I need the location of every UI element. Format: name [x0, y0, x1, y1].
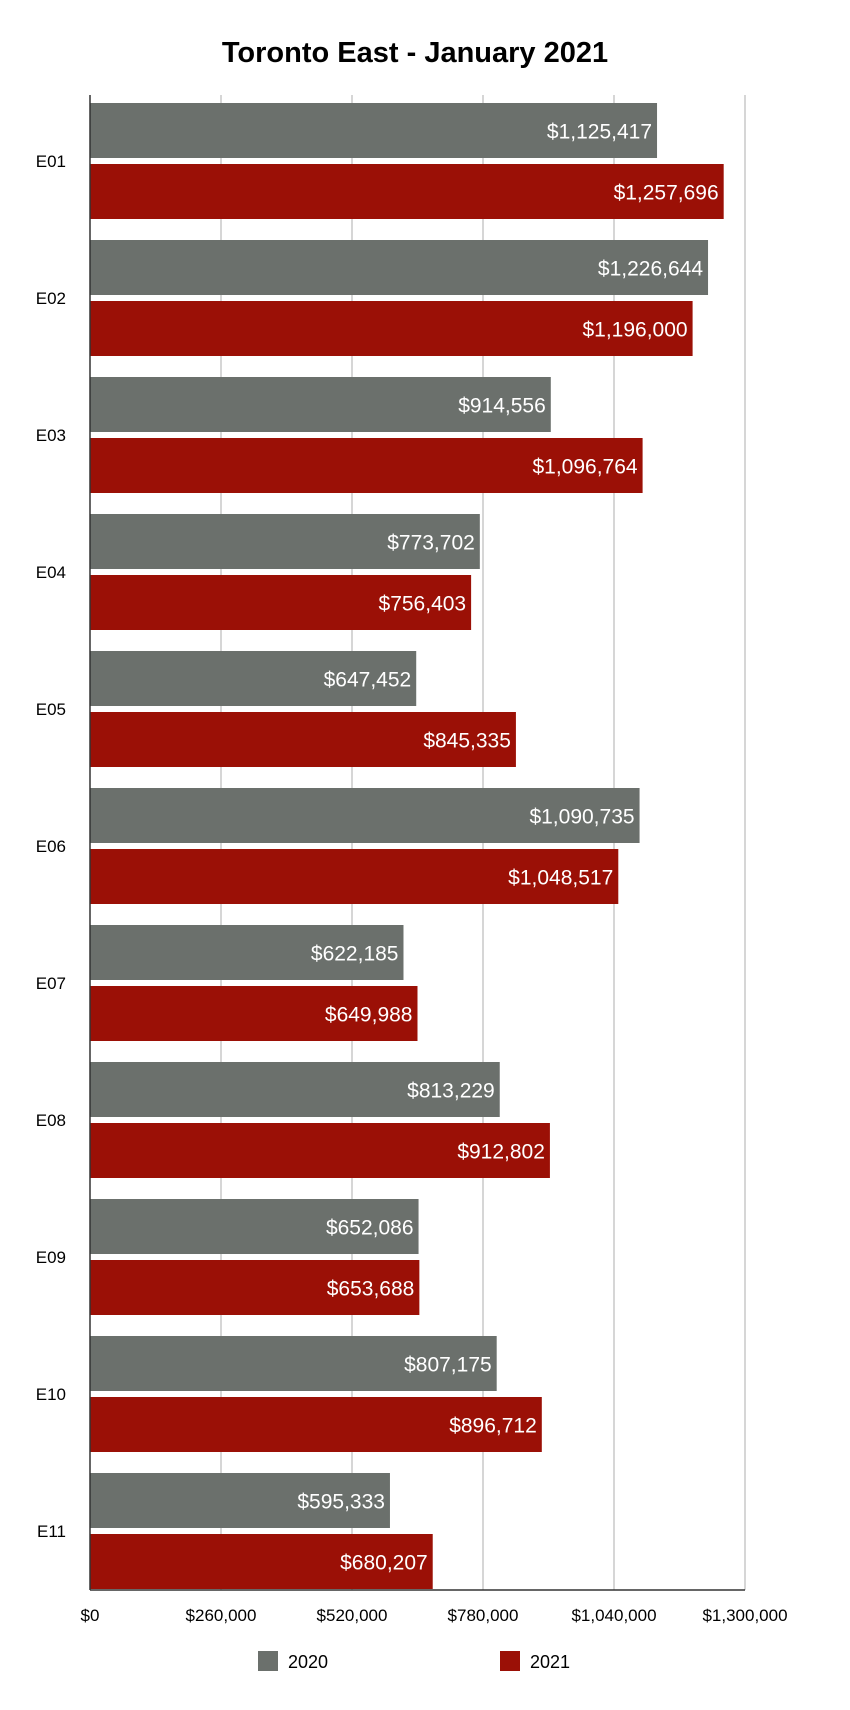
- bar-2020-E05: [90, 651, 417, 706]
- bar-value-label: $896,712: [449, 1415, 537, 1438]
- category-labels: E01 E02 E03 E04 E05 E06 E07 E08 E09 E10 E11: [36, 152, 66, 1541]
- bar-value-label: $1,196,000: [582, 319, 687, 342]
- legend: 2020 2021: [258, 1651, 570, 1672]
- bar-2020-E07: [90, 925, 404, 980]
- chart-title: Toronto East - January 2021: [222, 37, 608, 69]
- legend-swatch-2020: [258, 1651, 278, 1671]
- bar-2021-E05: [90, 712, 516, 767]
- category-label: E08: [36, 1111, 66, 1130]
- bar-value-label: $1,048,517: [508, 867, 613, 890]
- category-label: E04: [36, 563, 66, 582]
- category-label: E11: [37, 1522, 66, 1541]
- bar-2021-E04: [90, 575, 472, 630]
- bar-2020-E08: [90, 1062, 500, 1117]
- category-label: E07: [36, 974, 66, 993]
- bar-value-label: $1,257,696: [614, 182, 719, 205]
- bar-value-label: $1,096,764: [532, 456, 637, 479]
- bar-value-label: $652,086: [326, 1217, 414, 1240]
- category-label: E03: [36, 426, 66, 445]
- bar-value-label: $756,403: [379, 593, 467, 616]
- x-tick-label: $780,000: [448, 1606, 519, 1625]
- bar-2021-E08: [90, 1123, 550, 1178]
- bar-value-label: $813,229: [407, 1080, 495, 1103]
- bar-2020-E10: [90, 1336, 497, 1391]
- bar-2021-E06: [90, 849, 619, 904]
- x-tick-label: $1,300,000: [702, 1606, 787, 1625]
- category-label: E09: [36, 1248, 66, 1267]
- category-label: E05: [36, 700, 66, 719]
- x-tick-label: $0: [81, 1606, 100, 1625]
- bar-value-label: $680,207: [340, 1552, 428, 1575]
- bar-2021-E01: [90, 164, 724, 219]
- bar-value-label: $773,702: [387, 532, 475, 555]
- bar-value-label: $912,802: [457, 1141, 545, 1164]
- x-tick-label: $260,000: [186, 1606, 257, 1625]
- bar-2021-E07: [90, 986, 418, 1041]
- bar-value-label: $647,452: [324, 669, 412, 692]
- legend-label: 2021: [530, 1652, 570, 1672]
- bar-2020-E04: [90, 514, 480, 569]
- x-axis-tick-labels: $0 $260,000 $520,000 $780,000 $1,040,000 $1,3…: [81, 1606, 788, 1625]
- bar-value-label: $649,988: [325, 1004, 413, 1027]
- bar-value-label: $622,185: [311, 943, 399, 966]
- bar-value-label: $1,125,417: [547, 121, 652, 144]
- bar-value-label: $653,688: [327, 1278, 415, 1301]
- bar-value-label: $595,333: [297, 1491, 385, 1514]
- x-tick-label: $1,040,000: [571, 1606, 656, 1625]
- bar-value-label: $1,090,735: [529, 806, 634, 829]
- bar-2020-E09: [90, 1199, 419, 1254]
- legend-label: 2020: [288, 1652, 328, 1672]
- category-label: E06: [36, 837, 66, 856]
- bar-2021-E10: [90, 1397, 542, 1452]
- bar-value-label: $1,226,644: [598, 258, 703, 281]
- legend-swatch-2021: [500, 1651, 520, 1671]
- bar-value-label: $807,175: [404, 1354, 492, 1377]
- bar-value-label: $914,556: [458, 395, 546, 418]
- bar-2021-E03: [90, 438, 643, 493]
- category-label: E02: [36, 289, 66, 308]
- bar-2020-E11: [90, 1473, 390, 1528]
- axes: [89, 95, 745, 1591]
- category-label: E10: [36, 1385, 66, 1404]
- bars: $1,125,417 $1,257,696 $1,226,644 $1,196,000…: [90, 103, 724, 1589]
- category-label: E01: [36, 152, 66, 171]
- bar-2020-E02: [90, 240, 709, 295]
- bar-2021-E11: [90, 1534, 433, 1589]
- bar-2021-E09: [90, 1260, 420, 1315]
- bar-2021-E02: [90, 301, 693, 356]
- x-tick-label: $520,000: [317, 1606, 388, 1625]
- bar-2020-E01: [90, 103, 658, 158]
- bar-2020-E03: [90, 377, 551, 432]
- bar-2020-E06: [90, 788, 640, 843]
- bar-value-label: $845,335: [423, 730, 511, 753]
